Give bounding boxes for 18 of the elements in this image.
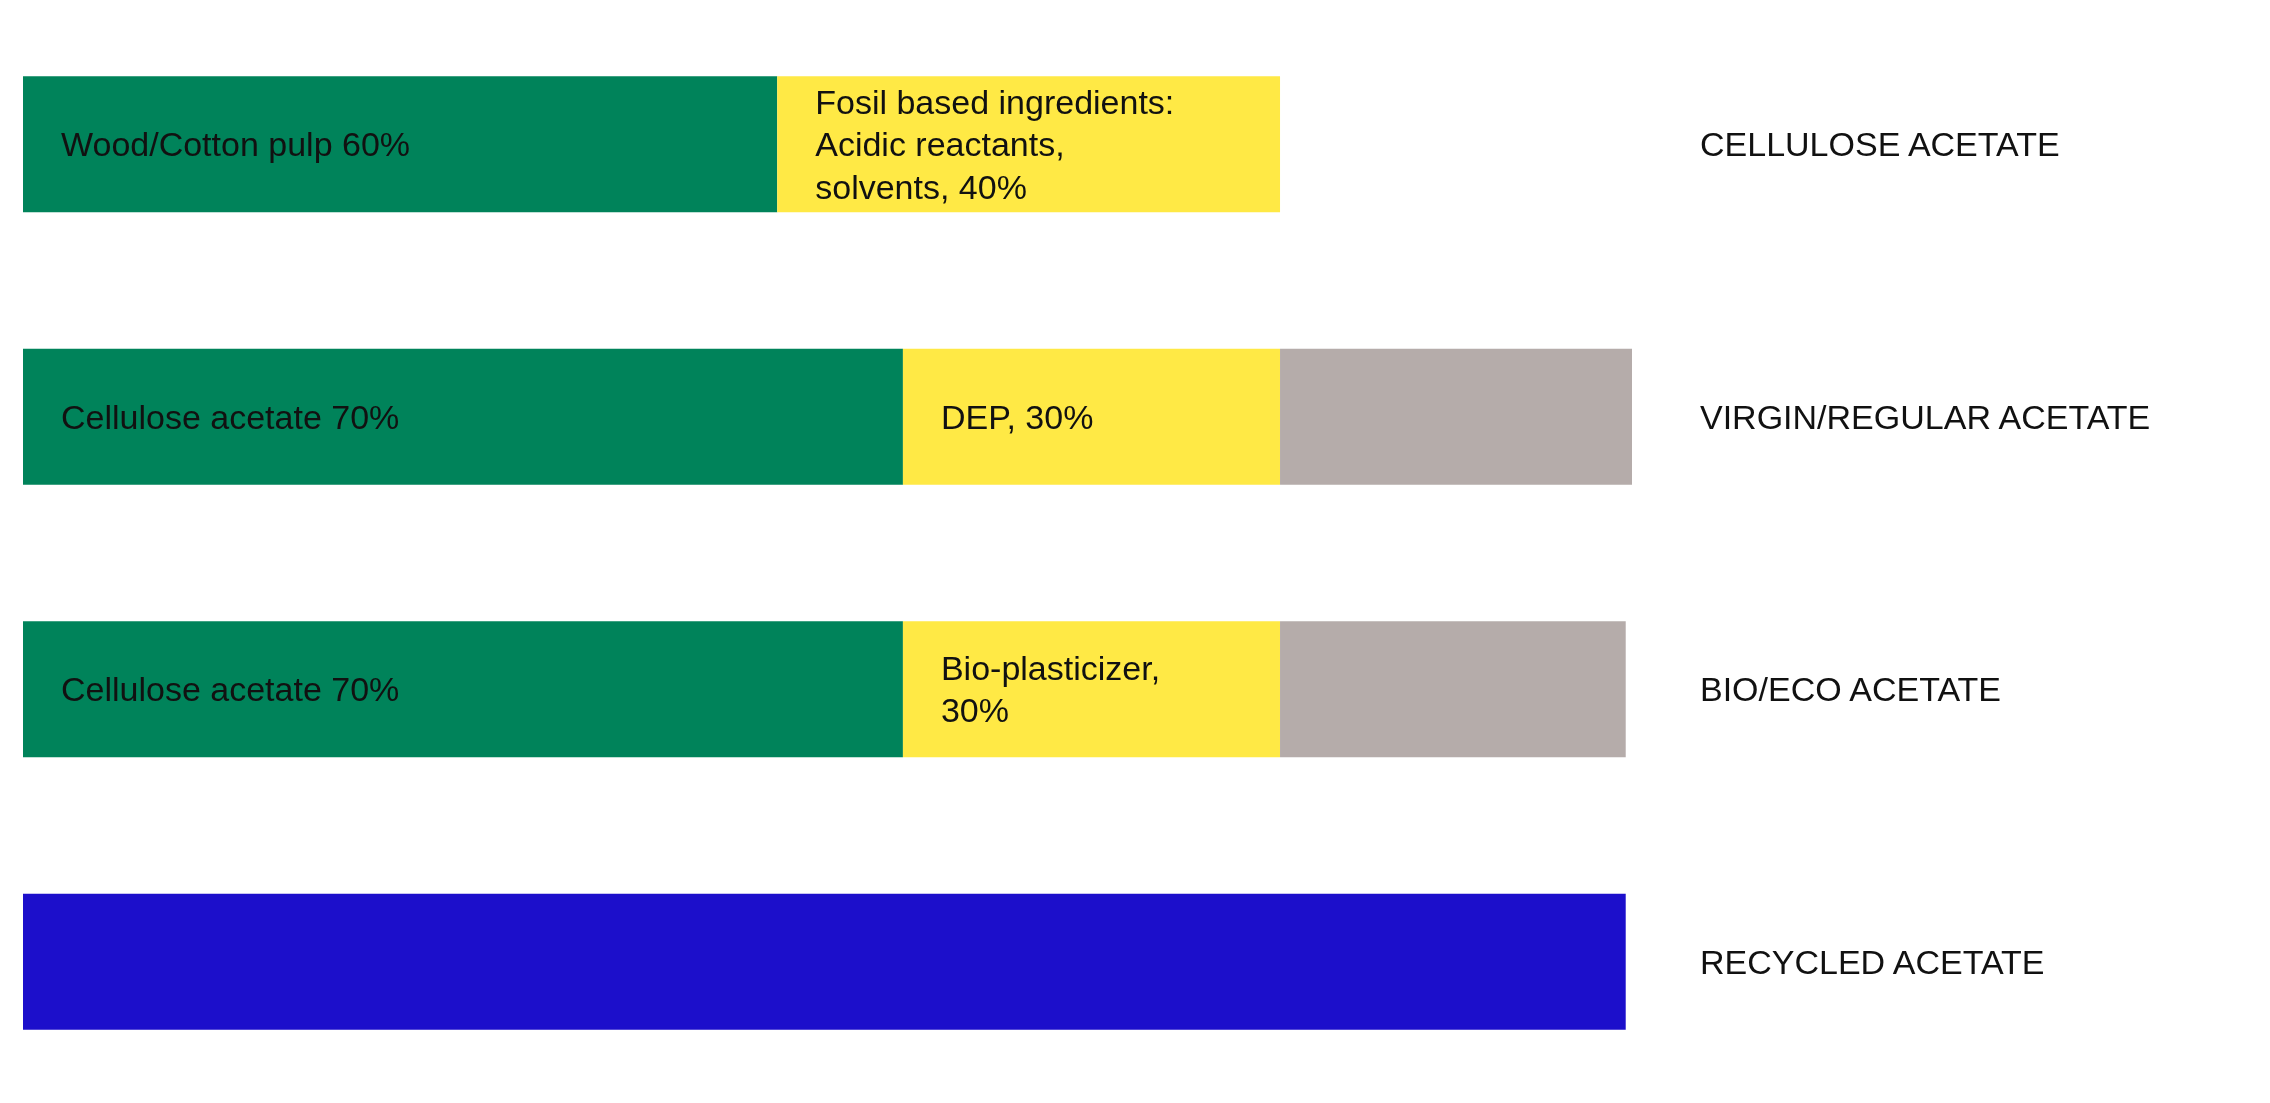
data-label: Cellulose acetate 70% bbox=[61, 397, 400, 436]
bar bbox=[23, 893, 1626, 1030]
data-label: DEP, 30% bbox=[940, 397, 1094, 436]
y-tick-label: CELLULOSE ACETATE bbox=[1700, 125, 2060, 164]
bar bbox=[902, 348, 1281, 485]
y-tick-label: VIRGIN/REGULAR ACETATE bbox=[1700, 397, 2151, 436]
bar bbox=[1280, 621, 1626, 758]
data-label: Fosil based ingredients: Acidic reactants, solvents, 40% bbox=[815, 82, 1175, 206]
bar bbox=[23, 621, 903, 758]
bar bbox=[23, 76, 778, 213]
data-label: Wood/Cotton pulp 60% bbox=[61, 125, 411, 164]
bar bbox=[1280, 348, 1632, 485]
bar bbox=[23, 348, 903, 485]
bar bbox=[902, 621, 1281, 758]
y-tick-label: BIO/ECO ACETATE bbox=[1700, 670, 2002, 709]
y-tick-label: RECYCLED ACETATE bbox=[1700, 942, 2045, 981]
data-label: Bio-plasticizer, 30% bbox=[940, 648, 1161, 730]
data-label: Cellulose acetate 70% bbox=[61, 670, 400, 709]
